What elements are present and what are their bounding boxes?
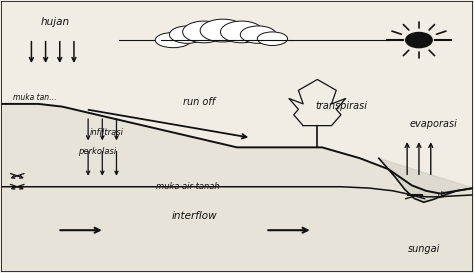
Ellipse shape	[240, 26, 276, 43]
Ellipse shape	[169, 26, 205, 43]
Text: perkolasi: perkolasi	[79, 147, 117, 156]
Text: sungai: sungai	[408, 244, 440, 254]
Text: run off: run off	[183, 97, 215, 107]
Text: interflow: interflow	[172, 211, 217, 221]
Polygon shape	[0, 104, 474, 272]
Text: transpirasi: transpirasi	[315, 101, 367, 111]
Text: muka tan…: muka tan…	[12, 93, 56, 102]
Text: infiltrasi: infiltrasi	[90, 128, 124, 137]
Text: evaporasi: evaporasi	[409, 119, 457, 129]
Text: di: di	[438, 191, 445, 200]
Circle shape	[406, 32, 432, 48]
Text: muka air tanah: muka air tanah	[155, 182, 219, 191]
Text: hujan: hujan	[40, 17, 70, 27]
Ellipse shape	[155, 32, 191, 48]
Ellipse shape	[182, 21, 225, 43]
Ellipse shape	[257, 32, 288, 46]
Polygon shape	[379, 158, 474, 202]
Ellipse shape	[220, 21, 263, 43]
Ellipse shape	[200, 19, 246, 42]
